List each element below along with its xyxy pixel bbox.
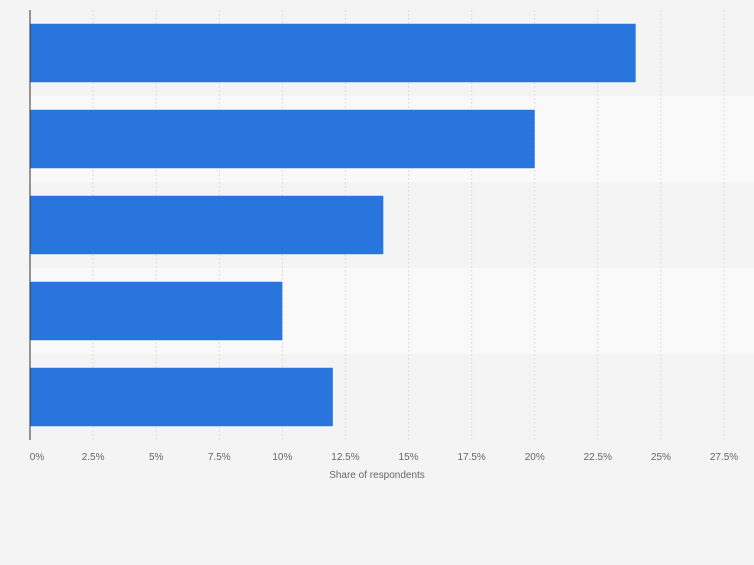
x-axis-label: Share of respondents	[329, 470, 425, 481]
x-tick-label: 10%	[272, 452, 292, 463]
x-tick-label: 15%	[399, 452, 419, 463]
bar	[30, 367, 333, 427]
bar	[30, 281, 283, 341]
bars	[30, 23, 636, 427]
bar	[30, 195, 384, 255]
x-tick-label: 17.5%	[457, 452, 485, 463]
x-tick-labels: 0% 2.5% 5% 7.5% 10% 12.5% 15% 17.5% 20% 22.5% 25% 2…	[30, 452, 739, 463]
x-tick-label: 20%	[525, 452, 545, 463]
x-tick-label: 5%	[149, 452, 164, 463]
x-tick-label: 0%	[30, 452, 45, 463]
x-tick-label: 12.5%	[331, 452, 359, 463]
x-tick-label: 7.5%	[208, 452, 231, 463]
x-tick-label: 27.5%	[710, 452, 738, 463]
x-tick-label: 2.5%	[82, 452, 105, 463]
bar	[30, 109, 535, 169]
x-tick-label: 22.5%	[584, 452, 612, 463]
bar	[30, 23, 636, 83]
x-tick-label: 25%	[651, 452, 671, 463]
